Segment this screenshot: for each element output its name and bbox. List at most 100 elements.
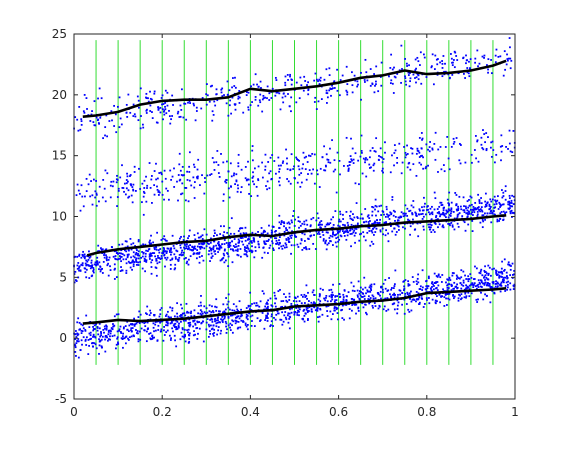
- scatter-point: [512, 284, 515, 287]
- scatter-point: [287, 312, 290, 315]
- scatter-point: [458, 159, 461, 162]
- scatter-point: [211, 320, 214, 323]
- scatter-point: [156, 262, 159, 265]
- scatter-point: [169, 122, 172, 125]
- scatter-point: [447, 210, 450, 213]
- scatter-point: [354, 182, 357, 185]
- scatter-point: [152, 322, 155, 325]
- scatter-point: [398, 142, 401, 145]
- scatter-point: [333, 309, 336, 312]
- scatter-point: [212, 235, 215, 237]
- scatter-point: [291, 221, 293, 224]
- scatter-point: [85, 190, 88, 193]
- scatter-point: [304, 228, 307, 230]
- scatter-point: [126, 320, 129, 323]
- scatter-point: [405, 62, 408, 65]
- scatter-point: [148, 241, 151, 244]
- scatter-point: [125, 111, 128, 114]
- scatter-point: [447, 283, 449, 286]
- scatter-point: [143, 260, 146, 262]
- scatter-point: [288, 222, 291, 225]
- scatter-point: [272, 249, 275, 252]
- scatter-point: [379, 155, 382, 158]
- scatter-point: [409, 77, 412, 80]
- scatter-point: [473, 207, 476, 210]
- scatter-point: [396, 312, 399, 315]
- scatter-point: [139, 261, 141, 263]
- scatter-point: [163, 235, 166, 238]
- scatter-point: [332, 283, 334, 286]
- scatter-point: [197, 332, 199, 335]
- scatter-point: [191, 249, 194, 252]
- scatter-point: [124, 193, 127, 196]
- scatter-point: [289, 73, 291, 76]
- scatter-point: [389, 171, 392, 174]
- scatter-point: [143, 192, 146, 194]
- scatter-point: [186, 243, 188, 246]
- scatter-point: [185, 302, 188, 305]
- scatter-point: [184, 186, 187, 189]
- scatter-point: [236, 316, 238, 319]
- scatter-point: [331, 298, 334, 301]
- scatter-point: [105, 325, 108, 328]
- scatter-point: [342, 218, 345, 220]
- scatter-point: [84, 338, 87, 341]
- scatter-point: [422, 215, 425, 218]
- scatter-point: [305, 219, 308, 222]
- scatter-point: [420, 294, 423, 297]
- scatter-point: [201, 174, 203, 177]
- scatter-point: [235, 305, 238, 308]
- scatter-point: [203, 241, 206, 244]
- scatter-point: [396, 299, 399, 302]
- scatter-point: [229, 241, 232, 244]
- scatter-point: [270, 97, 273, 99]
- y-tick-label: -5: [55, 392, 67, 406]
- scatter-point: [425, 297, 428, 299]
- scatter-point: [165, 313, 168, 316]
- scatter-point: [452, 297, 455, 300]
- scatter-point: [208, 246, 211, 249]
- scatter-point: [76, 118, 79, 121]
- scatter-point: [284, 305, 287, 308]
- scatter-point: [326, 223, 329, 226]
- scatter-point: [403, 212, 406, 215]
- scatter-point: [245, 94, 248, 96]
- scatter-point: [264, 168, 267, 171]
- scatter-point: [389, 67, 392, 69]
- scatter-point: [392, 92, 395, 94]
- scatter-point: [317, 100, 320, 103]
- scatter-point: [85, 97, 88, 99]
- scatter-point: [369, 149, 372, 152]
- scatter-point: [353, 234, 356, 237]
- scatter-point: [141, 255, 144, 258]
- scatter-point: [282, 320, 285, 323]
- scatter-point: [334, 299, 337, 302]
- scatter-point: [392, 287, 395, 289]
- scatter-point: [93, 100, 96, 103]
- scatter-point: [201, 234, 204, 237]
- scatter-point: [212, 324, 215, 327]
- scatter-point: [232, 320, 235, 323]
- scatter-point: [215, 298, 218, 301]
- scatter-point: [175, 327, 178, 330]
- scatter-point: [510, 265, 512, 267]
- scatter-point: [107, 339, 109, 342]
- scatter-point: [103, 256, 106, 259]
- scatter-point: [276, 310, 279, 313]
- scatter-point: [254, 246, 257, 249]
- scatter-point: [370, 283, 373, 286]
- scatter-point: [449, 224, 451, 227]
- scatter-point: [174, 267, 177, 270]
- scatter-point: [314, 302, 317, 305]
- scatter-point: [246, 246, 249, 249]
- scatter-point: [502, 195, 505, 197]
- scatter-point: [429, 141, 431, 143]
- scatter-point: [396, 161, 399, 164]
- scatter-point: [469, 195, 472, 198]
- scatter-point: [146, 313, 148, 316]
- scatter-point: [295, 307, 298, 309]
- scatter-point: [118, 328, 121, 331]
- scatter-point: [299, 220, 301, 223]
- scatter-point: [415, 76, 418, 79]
- scatter-point: [193, 186, 196, 189]
